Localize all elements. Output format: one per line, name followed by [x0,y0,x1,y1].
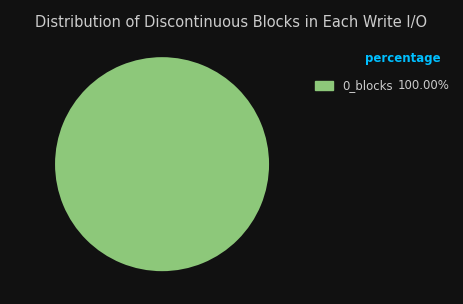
Text: 0_blocks: 0_blocks [343,79,393,92]
Text: percentage: percentage [365,52,441,65]
Wedge shape [55,57,269,271]
Text: 100.00%: 100.00% [397,79,449,92]
Text: Distribution of Discontinuous Blocks in Each Write I/O: Distribution of Discontinuous Blocks in … [36,15,427,30]
